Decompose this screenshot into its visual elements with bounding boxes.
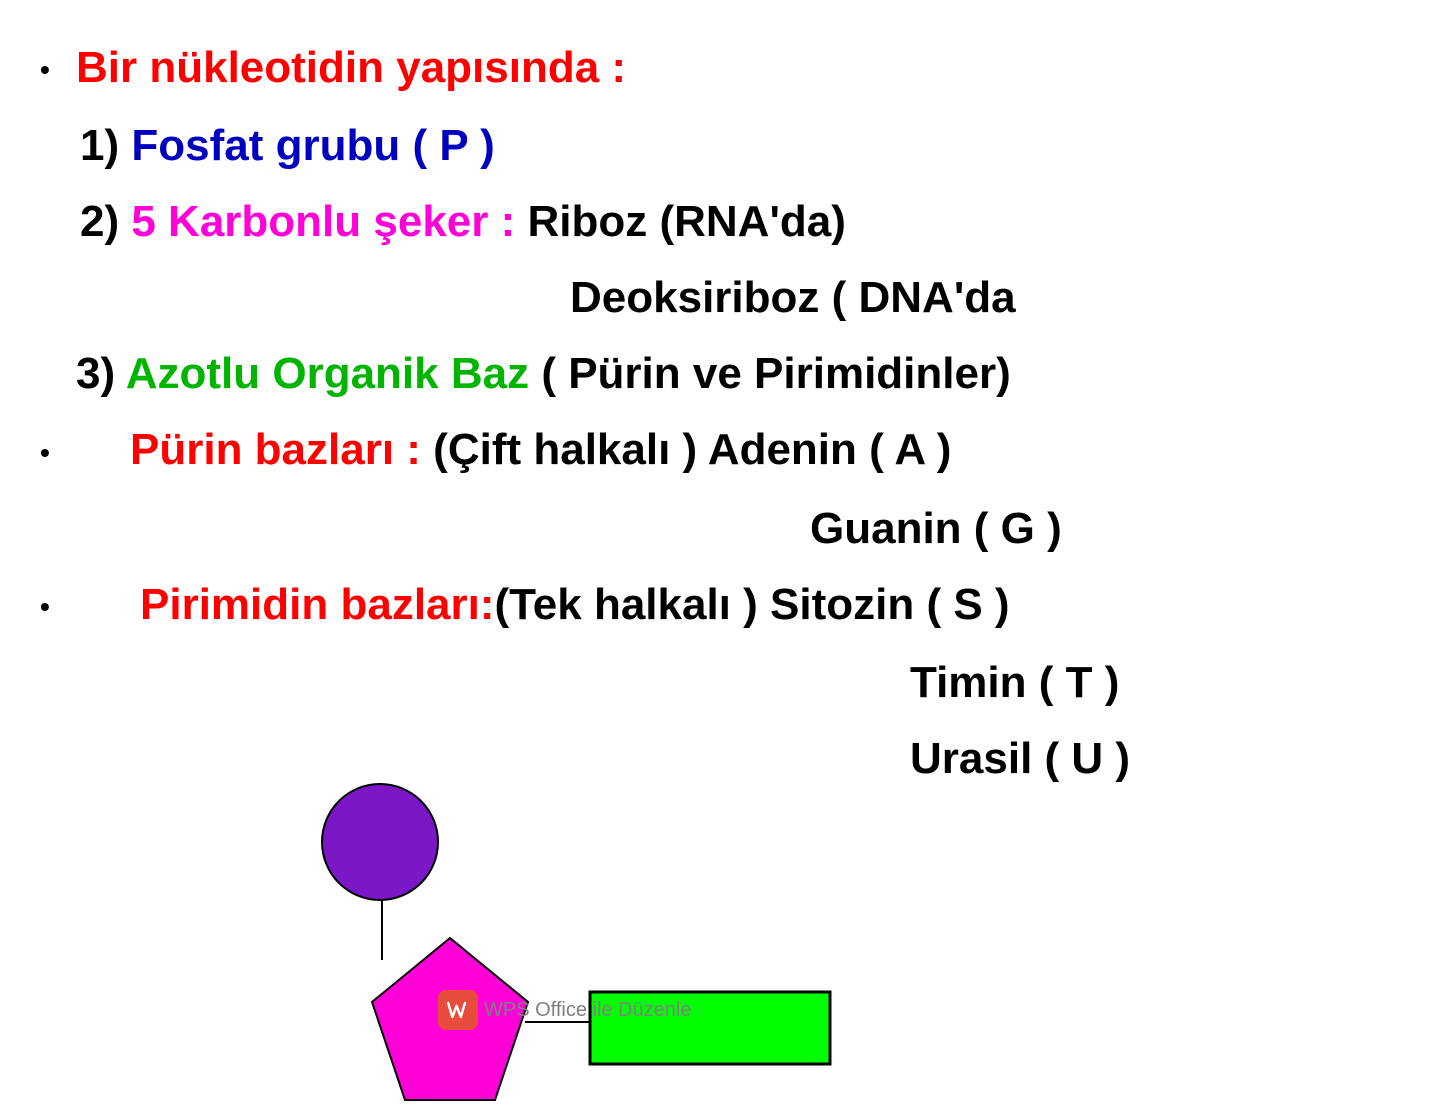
text-span: Pürin bazları : (130, 425, 421, 474)
text-span: 5 Karbonlu şeker : (131, 197, 515, 246)
text-line-0: •Bir nükleotidin yapısında : (30, 30, 1411, 108)
bullet-icon: • (40, 569, 140, 645)
bullet-icon: • (40, 415, 130, 491)
text-line-6: Guanin ( G ) (30, 491, 1411, 567)
text-span: (Tek halkalı ) Sitozin ( S ) (495, 580, 1010, 629)
slide-content: •Bir nükleotidin yapısında :1) Fosfat gr… (30, 30, 1411, 797)
text-span: 2) (80, 197, 131, 246)
text-line-3: Deoksiriboz ( DNA'da (30, 260, 1411, 336)
text-span: Riboz (RNA'da) (515, 197, 846, 246)
text-span: 1) (80, 121, 131, 170)
nucleotide-diagram (270, 770, 870, 1120)
text-span: Deoksiriboz ( DNA'da (570, 273, 1016, 322)
text-line-5: •Pürin bazları : (Çift halkalı ) Adenin … (30, 412, 1411, 490)
phosphate-circle (322, 784, 438, 900)
text-span: Pirimidin bazları: (140, 580, 495, 629)
text-span: Urasil ( U ) (910, 734, 1130, 783)
text-span: Bir nükleotidin yapısında : (76, 43, 626, 92)
wps-icon (438, 990, 478, 1030)
text-line-2: 2) 5 Karbonlu şeker : Riboz (RNA'da) (30, 184, 1411, 260)
text-span: Timin ( T ) (910, 658, 1119, 707)
wps-watermark-text: WPS Office ile Düzenle (484, 999, 692, 1022)
bullet-icon: • (40, 32, 76, 108)
wps-watermark: WPS Office ile Düzenle (438, 990, 692, 1030)
text-span: Fosfat grubu ( P ) (131, 121, 494, 170)
text-span: 3) (76, 349, 126, 398)
text-span: (Çift halkalı ) Adenin ( A ) (421, 425, 951, 474)
text-line-1: 1) Fosfat grubu ( P ) (30, 108, 1411, 184)
text-line-8: Timin ( T ) (30, 645, 1411, 721)
text-span: ( Pürin ve Pirimidinler) (529, 349, 1011, 398)
text-line-7: •Pirimidin bazları:(Tek halkalı ) Sitozi… (30, 567, 1411, 645)
text-line-4: 3) Azotlu Organik Baz ( Pürin ve Pirimid… (30, 336, 1411, 412)
text-span: Guanin ( G ) (810, 504, 1062, 553)
text-span: Azotlu Organik Baz (126, 349, 529, 398)
